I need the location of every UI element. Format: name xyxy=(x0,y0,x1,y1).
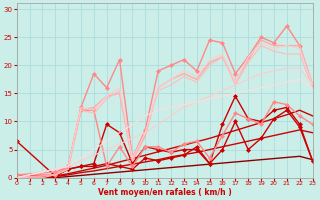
X-axis label: Vent moyen/en rafales ( km/h ): Vent moyen/en rafales ( km/h ) xyxy=(98,188,231,197)
